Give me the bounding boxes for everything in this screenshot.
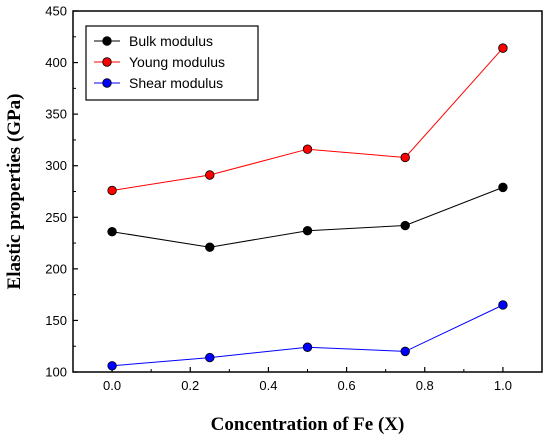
legend: Bulk modulus Young modulus Shear modulus bbox=[85, 25, 259, 101]
data-point-young-modulus bbox=[205, 170, 215, 180]
data-point-bulk-modulus bbox=[302, 225, 313, 236]
data-point-young-modulus bbox=[302, 144, 313, 154]
series-line-bulk-modulus bbox=[112, 186, 504, 248]
data-point-shear-modulus bbox=[205, 352, 215, 363]
y-tick-label: 350 bbox=[45, 107, 67, 122]
y-tick-label: 100 bbox=[45, 365, 67, 380]
legend-box bbox=[85, 25, 259, 101]
legend-marker-shear-modulus bbox=[102, 78, 112, 88]
x-tick-label: 0.2 bbox=[181, 378, 199, 393]
y-tick-label: 150 bbox=[45, 313, 67, 328]
data-point-bulk-modulus bbox=[107, 227, 117, 237]
legend-label-young-modulus: Young modulus bbox=[129, 54, 225, 70]
x-tick-label: 0.0 bbox=[103, 378, 121, 393]
legend-label-bulk-modulus: Bulk modulus bbox=[129, 33, 213, 49]
x-axis-title: Concentration of Fe (X) bbox=[211, 414, 405, 435]
data-point-young-modulus bbox=[498, 43, 508, 53]
x-tick-label: 0.4 bbox=[259, 378, 277, 393]
series-area bbox=[107, 43, 508, 371]
y-axis-title: Elastic properties (GPa) bbox=[4, 94, 25, 290]
data-point-bulk-modulus bbox=[205, 242, 215, 252]
x-tick-label: 0.8 bbox=[416, 378, 434, 393]
data-point-shear-modulus bbox=[107, 361, 117, 371]
y-tick-label: 450 bbox=[45, 4, 67, 19]
y-tick-label: 300 bbox=[45, 158, 67, 173]
data-point-young-modulus bbox=[107, 185, 117, 196]
x-tick-label: 1.0 bbox=[494, 378, 512, 393]
data-point-shear-modulus bbox=[400, 346, 410, 357]
y-tick-label: 200 bbox=[45, 261, 67, 276]
legend-marker-young-modulus bbox=[102, 57, 112, 67]
legend-marker-bulk-modulus bbox=[102, 36, 112, 46]
data-point-bulk-modulus bbox=[498, 182, 508, 193]
y-tick-label: 400 bbox=[45, 55, 67, 70]
data-point-young-modulus bbox=[400, 152, 410, 163]
data-point-shear-modulus bbox=[498, 300, 508, 310]
y-tick-label: 250 bbox=[45, 210, 67, 225]
data-point-bulk-modulus bbox=[400, 220, 410, 231]
axes: 0.0 0.2 0.4 0.6 0.8 1.0 100 150 200 250 300 350 400 4… bbox=[45, 4, 543, 393]
x-tick-label: 0.6 bbox=[338, 378, 356, 393]
legend-label-shear-modulus: Shear modulus bbox=[129, 75, 223, 91]
data-point-shear-modulus bbox=[302, 342, 313, 352]
series-line-shear-modulus bbox=[112, 304, 504, 367]
